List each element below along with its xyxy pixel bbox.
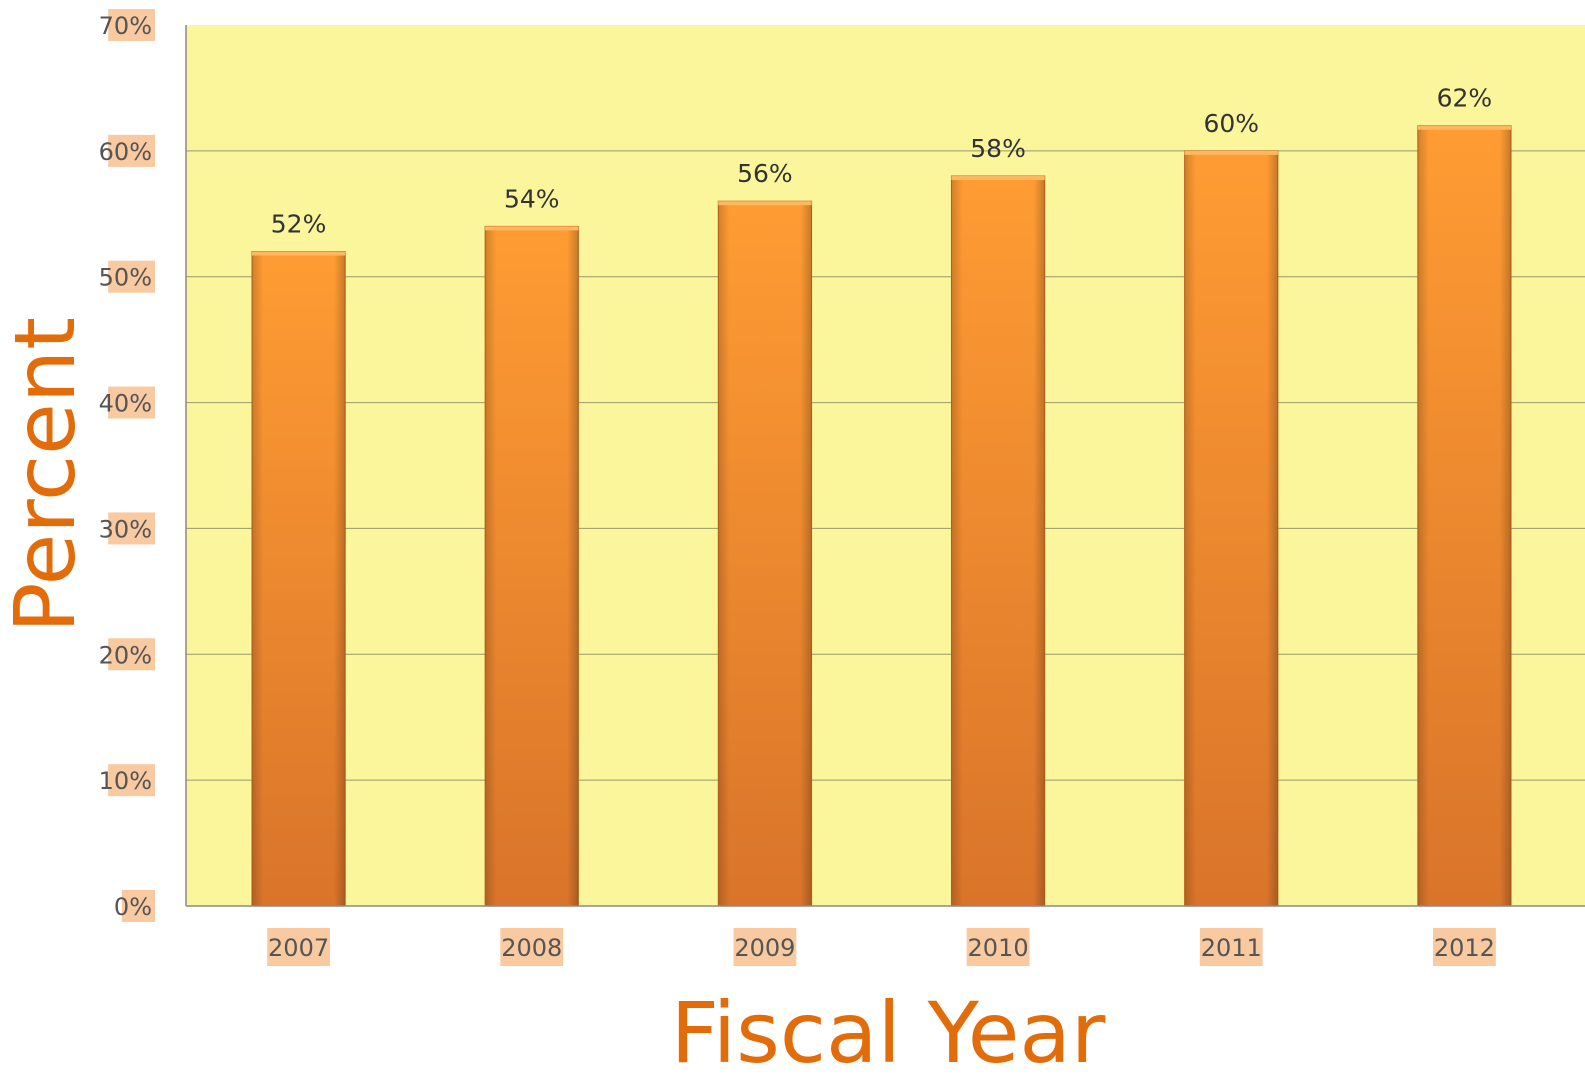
y-tick: 40% (99, 386, 155, 419)
x-tick-label: 2010 (968, 934, 1029, 962)
data-label: 58% (970, 134, 1026, 163)
y-axis-title: Percent (0, 317, 94, 633)
bar-cap (718, 201, 812, 206)
gridlines (186, 150, 1585, 781)
y-tick-highlight (121, 890, 155, 922)
x-tick-label: 2008 (501, 934, 562, 962)
y-tick: 30% (99, 512, 155, 545)
y-tick-highlight (108, 9, 155, 41)
y-tick-label: 30% (99, 515, 152, 543)
x-tick-label: 2007 (268, 934, 329, 962)
x-tick-highlight (500, 928, 564, 966)
bar-cap (951, 176, 1045, 181)
bar: 58% (950, 134, 1046, 907)
x-axis-ticks: 2007 2008 2009 2010 2011 2012 (267, 928, 1496, 966)
x-tick-label: 2012 (1434, 934, 1495, 962)
x-tick: 2007 (267, 928, 330, 966)
bar-shade (251, 251, 346, 907)
bar: 56% (717, 159, 813, 907)
y-tick-highlight (108, 386, 155, 419)
y-tick: 60% (99, 134, 155, 167)
y-tick: 10% (99, 764, 155, 797)
bar-cap (251, 251, 346, 256)
x-tick: 2010 (966, 928, 1030, 966)
y-tick: 50% (99, 260, 155, 293)
bar-shade (718, 201, 812, 906)
y-axis-ticks: 0% 10% 20% 30% 40% 50% 60% 70% (99, 9, 155, 922)
x-tick-label: 2009 (734, 934, 795, 962)
plot-area (186, 25, 1585, 906)
y-tick-label: 0% (114, 893, 152, 921)
x-tick: 2011 (1199, 928, 1263, 966)
x-tick-label: 2011 (1201, 934, 1262, 962)
x-axis-title: Fiscal Year (671, 984, 1106, 1080)
bar: 54% (484, 184, 579, 907)
x-tick: 2012 (1433, 928, 1496, 966)
y-tick-label: 40% (99, 390, 152, 418)
bar: 52% (251, 210, 346, 907)
x-tick-highlight (1199, 928, 1263, 966)
bars: 52% 54% 56% 58% 60% 62% (251, 84, 1512, 907)
bar-cap (1184, 150, 1278, 155)
data-label: 56% (737, 159, 793, 188)
y-tick-label: 20% (99, 641, 152, 669)
y-tick: 0% (114, 890, 155, 922)
data-label: 52% (271, 210, 327, 239)
data-label: 62% (1437, 84, 1493, 113)
y-tick-label: 50% (99, 264, 152, 292)
y-tick-label: 10% (99, 767, 152, 795)
bar-cap (485, 226, 579, 231)
y-tick-highlight (108, 638, 155, 671)
bar: 62% (1417, 84, 1512, 907)
y-tick-highlight (108, 260, 155, 293)
x-tick: 2009 (733, 928, 797, 966)
x-tick: 2008 (500, 928, 564, 966)
y-tick-highlight (108, 764, 155, 797)
y-tick-highlight (108, 134, 155, 167)
x-tick-highlight (267, 928, 330, 966)
x-tick-highlight (1433, 928, 1496, 966)
bar-shade (1417, 125, 1512, 906)
bar-shade (485, 226, 579, 906)
data-label: 60% (1203, 109, 1259, 138)
y-tick-highlight (108, 512, 155, 545)
y-tick-label: 70% (99, 12, 152, 40)
data-label: 54% (504, 184, 560, 213)
y-tick: 20% (99, 638, 155, 671)
bar-shade (951, 176, 1045, 906)
x-tick-highlight (966, 928, 1030, 966)
bar-cap (1417, 125, 1512, 130)
bar: 60% (1184, 109, 1279, 907)
bar-shade (1184, 150, 1278, 906)
x-tick-highlight (733, 928, 797, 966)
y-tick: 70% (99, 9, 155, 41)
y-tick-label: 60% (99, 138, 152, 166)
